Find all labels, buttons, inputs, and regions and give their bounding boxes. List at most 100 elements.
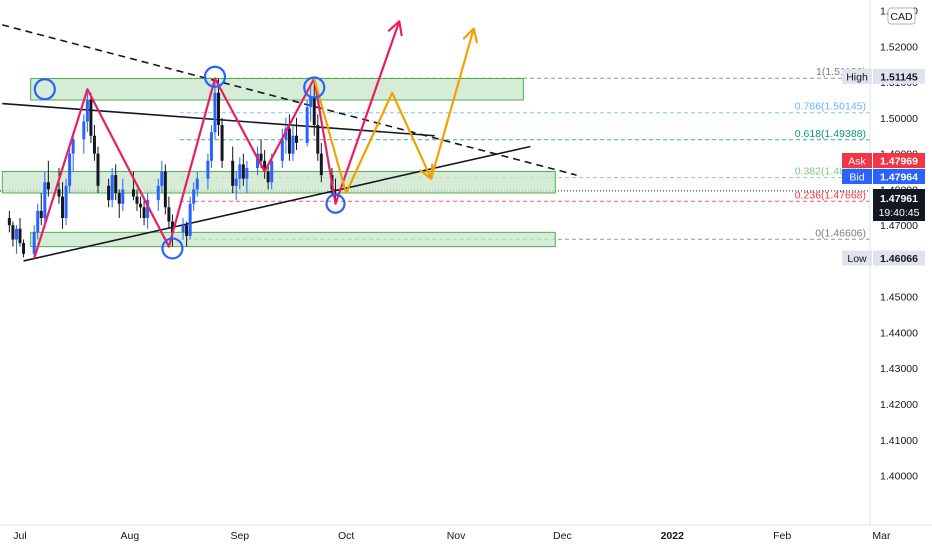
- candle-body: [114, 175, 118, 193]
- candle: [22, 239, 26, 258]
- candle-body: [46, 182, 50, 190]
- high-badge-value: 1.51145: [880, 71, 918, 83]
- candle: [92, 125, 96, 161]
- ask-badge-value: 1.47969: [880, 156, 918, 168]
- candle-body: [280, 139, 284, 161]
- candle: [217, 78, 221, 136]
- candle: [291, 125, 295, 161]
- candle: [139, 196, 143, 219]
- candle-body: [213, 92, 217, 133]
- candle-body: [43, 182, 47, 219]
- candle-body: [135, 196, 139, 204]
- bid-badge-value-box: [873, 169, 925, 184]
- candle: [46, 160, 50, 197]
- candle: [121, 178, 125, 211]
- time-tick-label: Nov: [447, 530, 466, 542]
- candle: [241, 153, 245, 186]
- candle-body: [121, 189, 125, 204]
- pivot-circle: [161, 237, 184, 260]
- candle: [206, 153, 210, 190]
- candle: [14, 225, 18, 254]
- candle: [82, 114, 86, 154]
- candle: [195, 171, 199, 197]
- pivot-circle: [203, 65, 227, 88]
- fib-label: 0.618(1.49388): [795, 128, 866, 140]
- candle-body: [146, 200, 150, 219]
- pivot-circle: [325, 193, 346, 214]
- candle-body: [85, 99, 89, 122]
- candle-body: [14, 228, 18, 240]
- candle: [107, 178, 111, 208]
- candle-body: [11, 225, 15, 240]
- pivot-circle: [33, 78, 56, 101]
- zone-0: [30, 78, 524, 101]
- zigzag-paths: [33, 20, 478, 259]
- last-price-value: 1.47961: [880, 193, 918, 205]
- candle: [146, 192, 150, 229]
- candle: [61, 182, 65, 229]
- candle: [209, 125, 213, 168]
- candle-body: [291, 135, 295, 154]
- candle: [96, 146, 100, 193]
- candle-body: [22, 243, 26, 254]
- candle-body: [131, 189, 135, 197]
- candle: [11, 221, 15, 247]
- candle-body: [163, 171, 167, 208]
- candle-body: [234, 178, 238, 186]
- candle: [284, 117, 288, 154]
- time-tick-label: Oct: [338, 530, 354, 542]
- candle-body: [287, 128, 291, 154]
- candle: [181, 218, 185, 240]
- candle: [89, 92, 93, 143]
- zigzag-arrowhead-up: [387, 20, 403, 37]
- candle-body: [231, 160, 235, 186]
- low-badge-label-box: [842, 250, 872, 266]
- bid-badge-value: 1.47964: [880, 172, 918, 184]
- fib-label: 0.786(1.50145): [795, 101, 866, 113]
- candle-body: [107, 185, 111, 201]
- candle: [114, 164, 118, 201]
- candle-body: [241, 164, 245, 179]
- time-axis[interactable]: Jul Aug Sep Oct Nov Dec 2022 Feb Mar: [13, 530, 891, 542]
- candle-body: [71, 139, 75, 154]
- candle: [213, 82, 217, 140]
- candle-body: [89, 99, 93, 136]
- currency-badge-box: [887, 7, 916, 25]
- candle-body: [217, 92, 221, 126]
- candle: [245, 160, 249, 193]
- bid-badge-label-box: [842, 169, 872, 184]
- candle-body: [295, 135, 299, 143]
- currency-badge[interactable]: CAD: [887, 7, 916, 25]
- candle-body: [117, 192, 121, 204]
- candle-body: [32, 232, 36, 254]
- candle-body: [156, 185, 160, 201]
- candle: [263, 150, 267, 179]
- high-badge-value-box: [873, 68, 925, 84]
- projection-path: [313, 28, 475, 195]
- candle-body: [206, 160, 210, 179]
- pivot-circle: [303, 76, 326, 99]
- candle-body: [110, 175, 114, 201]
- candle: [64, 178, 68, 226]
- candle-body: [139, 203, 143, 208]
- last-price-box: [873, 189, 925, 221]
- price-tick-label: 1.45000: [880, 292, 918, 304]
- ask-badge: Ask 1.47969: [842, 153, 925, 168]
- price-tick-label: 1.41000: [880, 435, 918, 447]
- candle-body: [68, 153, 72, 186]
- fib-levels: [0, 77, 870, 240]
- price-tick-label: 1.40000: [880, 471, 918, 483]
- trendline-1: [2, 24, 577, 176]
- candle-body: [61, 196, 65, 219]
- candle-body: [192, 189, 196, 204]
- candle: [142, 200, 146, 226]
- time-tick-label: 2022: [661, 530, 685, 542]
- trendline-2: [23, 145, 531, 262]
- time-tick-label: Dec: [553, 530, 572, 542]
- price-tick-label: 1.42000: [880, 399, 918, 411]
- currency-label: CAD: [890, 11, 913, 23]
- zone-1: [1, 171, 556, 194]
- candle: [287, 114, 291, 161]
- candle-body: [220, 125, 224, 161]
